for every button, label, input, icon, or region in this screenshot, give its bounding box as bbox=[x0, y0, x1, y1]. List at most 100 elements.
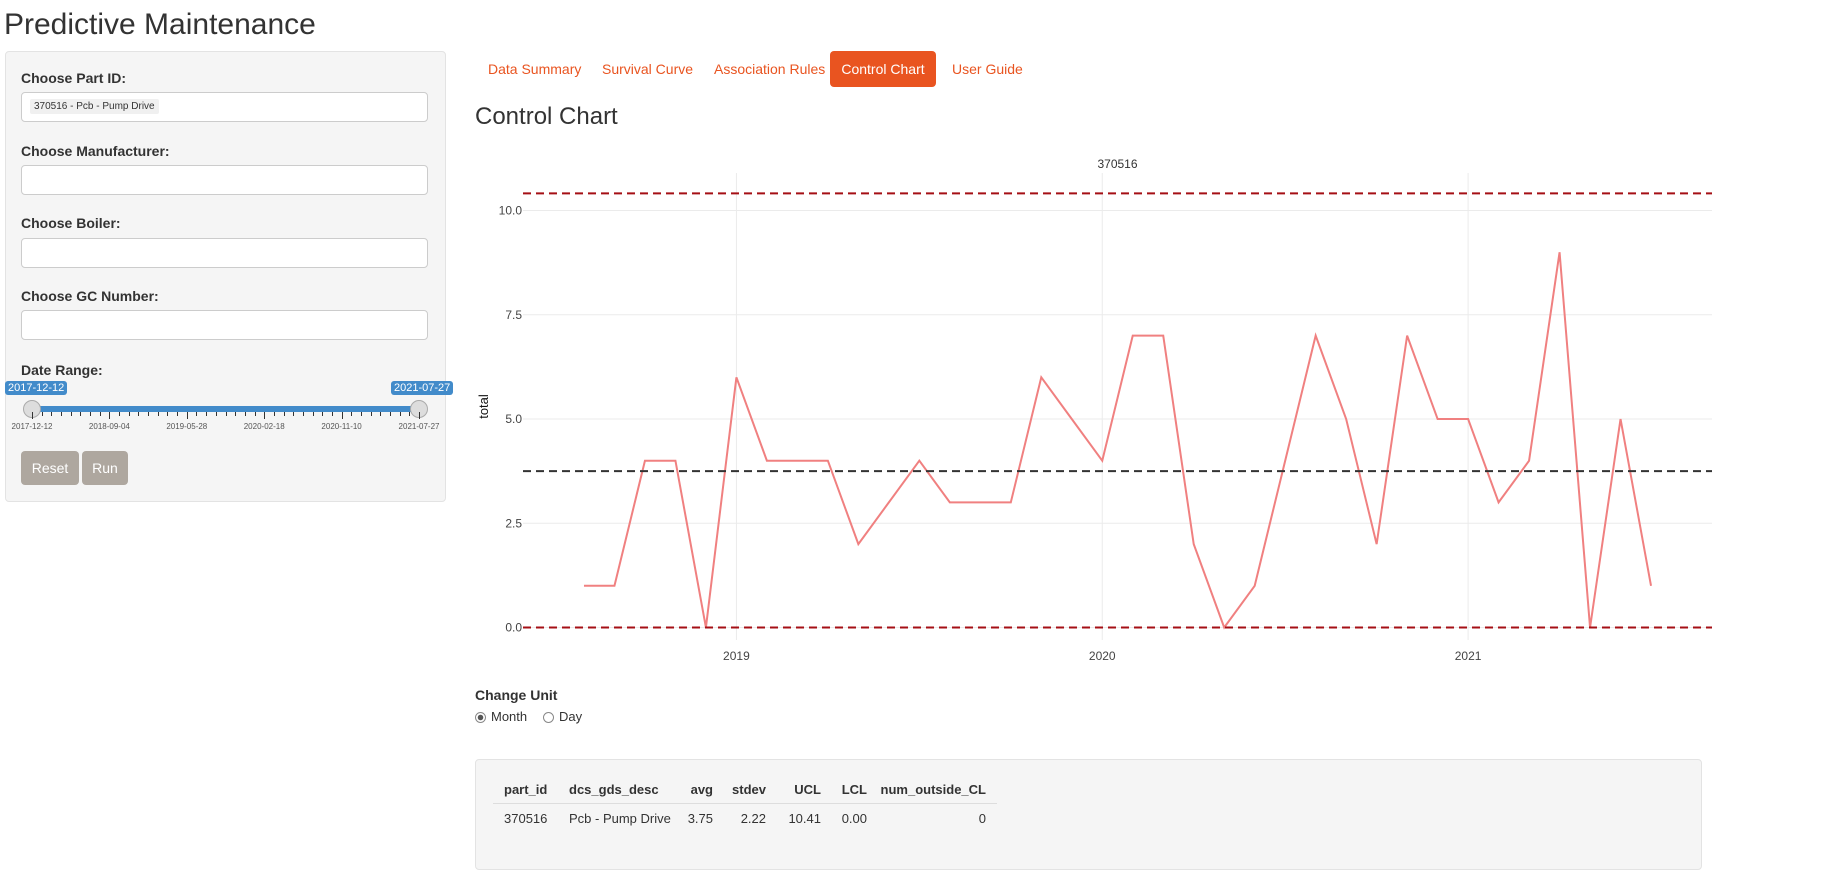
slider-bar bbox=[32, 406, 419, 412]
field-label: Choose Boiler: bbox=[21, 215, 121, 231]
tab[interactable]: Control Chart bbox=[830, 51, 936, 87]
table-header: part_id bbox=[504, 782, 548, 797]
slider-tick bbox=[235, 412, 237, 416]
table-header: num_outside_CL bbox=[880, 782, 986, 797]
slider-tick bbox=[302, 412, 304, 416]
slider-tick bbox=[128, 412, 130, 416]
slider-tick bbox=[177, 412, 179, 416]
part-select[interactable] bbox=[21, 92, 428, 122]
chart-title: 370516 bbox=[1097, 157, 1137, 171]
y-tick-label: 7.5 bbox=[505, 308, 522, 322]
unit-label: Change Unit bbox=[475, 687, 558, 703]
slider-tick bbox=[51, 412, 53, 416]
slider-grid-label: 2021-07-27 bbox=[398, 422, 440, 431]
field-label: Choose Manufacturer: bbox=[21, 143, 170, 159]
slider-tick bbox=[351, 412, 353, 416]
reset-button[interactable]: Reset bbox=[21, 451, 79, 485]
table-cell: 2.22 bbox=[740, 811, 766, 826]
data-line bbox=[583, 252, 1653, 630]
slider-tick bbox=[215, 412, 217, 416]
slider-grid-label: 2020-02-18 bbox=[243, 422, 285, 431]
table-cell: 10.41 bbox=[788, 811, 821, 826]
table-rule bbox=[493, 803, 997, 804]
run-button[interactable]: Run bbox=[82, 451, 128, 485]
slider-grid-label: 2018-09-04 bbox=[88, 422, 130, 431]
slider-tick bbox=[389, 412, 391, 416]
slider-tick bbox=[399, 412, 401, 416]
y-axis-label: total bbox=[476, 394, 491, 419]
gc-select[interactable] bbox=[21, 310, 428, 340]
x-tick-label: 2020 bbox=[1089, 649, 1116, 663]
table-header: dcs_gds_desc bbox=[569, 782, 659, 797]
slider-tick bbox=[409, 412, 411, 416]
slider-tick bbox=[244, 412, 246, 416]
table-cell: Pcb - Pump Drive bbox=[569, 811, 671, 826]
slider-tick bbox=[138, 412, 140, 416]
slider-from: 2017-12-12 bbox=[5, 381, 68, 395]
slider-tick bbox=[206, 412, 208, 416]
slider-tick bbox=[273, 412, 275, 416]
field-label: Date Range: bbox=[21, 362, 103, 378]
table-header: UCL bbox=[794, 782, 821, 797]
x-tick-label: 2021 bbox=[1455, 649, 1482, 663]
radio[interactable] bbox=[475, 712, 486, 723]
slider-tick bbox=[293, 412, 295, 416]
section-title: Control Chart bbox=[475, 103, 618, 130]
slider-tick bbox=[41, 412, 43, 416]
table-header: avg bbox=[690, 782, 713, 797]
table-cell: 370516 bbox=[504, 811, 548, 826]
y-tick-label: 0.0 bbox=[505, 620, 522, 634]
table-cell: 0 bbox=[978, 811, 986, 826]
slider-tick bbox=[80, 412, 82, 416]
slider-tick bbox=[90, 412, 92, 416]
tab[interactable]: Data Summary bbox=[488, 61, 582, 77]
app-title: Predictive Maintenance bbox=[4, 8, 316, 41]
boiler-select[interactable] bbox=[21, 238, 428, 268]
control-chart: 370516 total 0.0 2.5 5.0 7.5 10.0 2019 2020 2021 bbox=[476, 157, 1712, 663]
table-cell: 3.75 bbox=[687, 811, 713, 826]
tab[interactable]: Association Rules bbox=[714, 61, 826, 77]
sidebar-panel bbox=[5, 51, 446, 502]
slider-tick bbox=[380, 412, 382, 416]
selected-part: 370516 - Pcb - Pump Drive bbox=[30, 99, 159, 114]
slider-tick bbox=[99, 412, 101, 416]
slider-tick bbox=[32, 412, 33, 419]
slider-tick bbox=[70, 412, 72, 416]
slider-tick bbox=[331, 412, 333, 416]
slider-to: 2021-07-27 bbox=[391, 381, 454, 395]
slider-tick bbox=[419, 412, 420, 419]
slider-grid-label: 2020-11-10 bbox=[321, 422, 362, 431]
slider-tick bbox=[167, 412, 169, 416]
tab[interactable]: User Guide bbox=[952, 61, 1023, 77]
slider-tick bbox=[225, 412, 227, 416]
manufacturer-select[interactable] bbox=[21, 165, 428, 195]
x-tick-label: 2019 bbox=[723, 649, 750, 663]
slider-tick bbox=[264, 412, 266, 419]
slider-tick bbox=[119, 412, 121, 416]
table-header: LCL bbox=[841, 782, 867, 797]
slider-tick bbox=[61, 412, 63, 416]
tab[interactable]: Survival Curve bbox=[602, 61, 694, 77]
radio[interactable] bbox=[543, 712, 554, 723]
y-tick-label: 5.0 bbox=[505, 412, 522, 426]
slider-tick bbox=[157, 412, 159, 416]
slider-tick bbox=[312, 412, 314, 416]
slider-tick bbox=[360, 412, 362, 416]
radio-label: Day bbox=[559, 709, 583, 724]
slider-tick bbox=[186, 412, 188, 419]
table-header: stdev bbox=[732, 782, 766, 797]
slider-grid-label: 2017-12-12 bbox=[11, 422, 53, 431]
field-label: Choose Part ID: bbox=[21, 70, 127, 86]
slider-tick bbox=[283, 412, 285, 416]
slider-tick bbox=[322, 412, 324, 416]
slider-tick bbox=[370, 412, 372, 416]
slider-tick bbox=[148, 412, 150, 416]
table-cell: 0.00 bbox=[841, 811, 867, 826]
y-tick-label: 10.0 bbox=[499, 204, 523, 218]
slider-tick bbox=[254, 412, 256, 416]
radio-label: Month bbox=[491, 709, 528, 724]
summary-panel bbox=[475, 759, 1702, 870]
field-label: Choose GC Number: bbox=[21, 288, 159, 304]
slider-tick bbox=[109, 412, 111, 419]
